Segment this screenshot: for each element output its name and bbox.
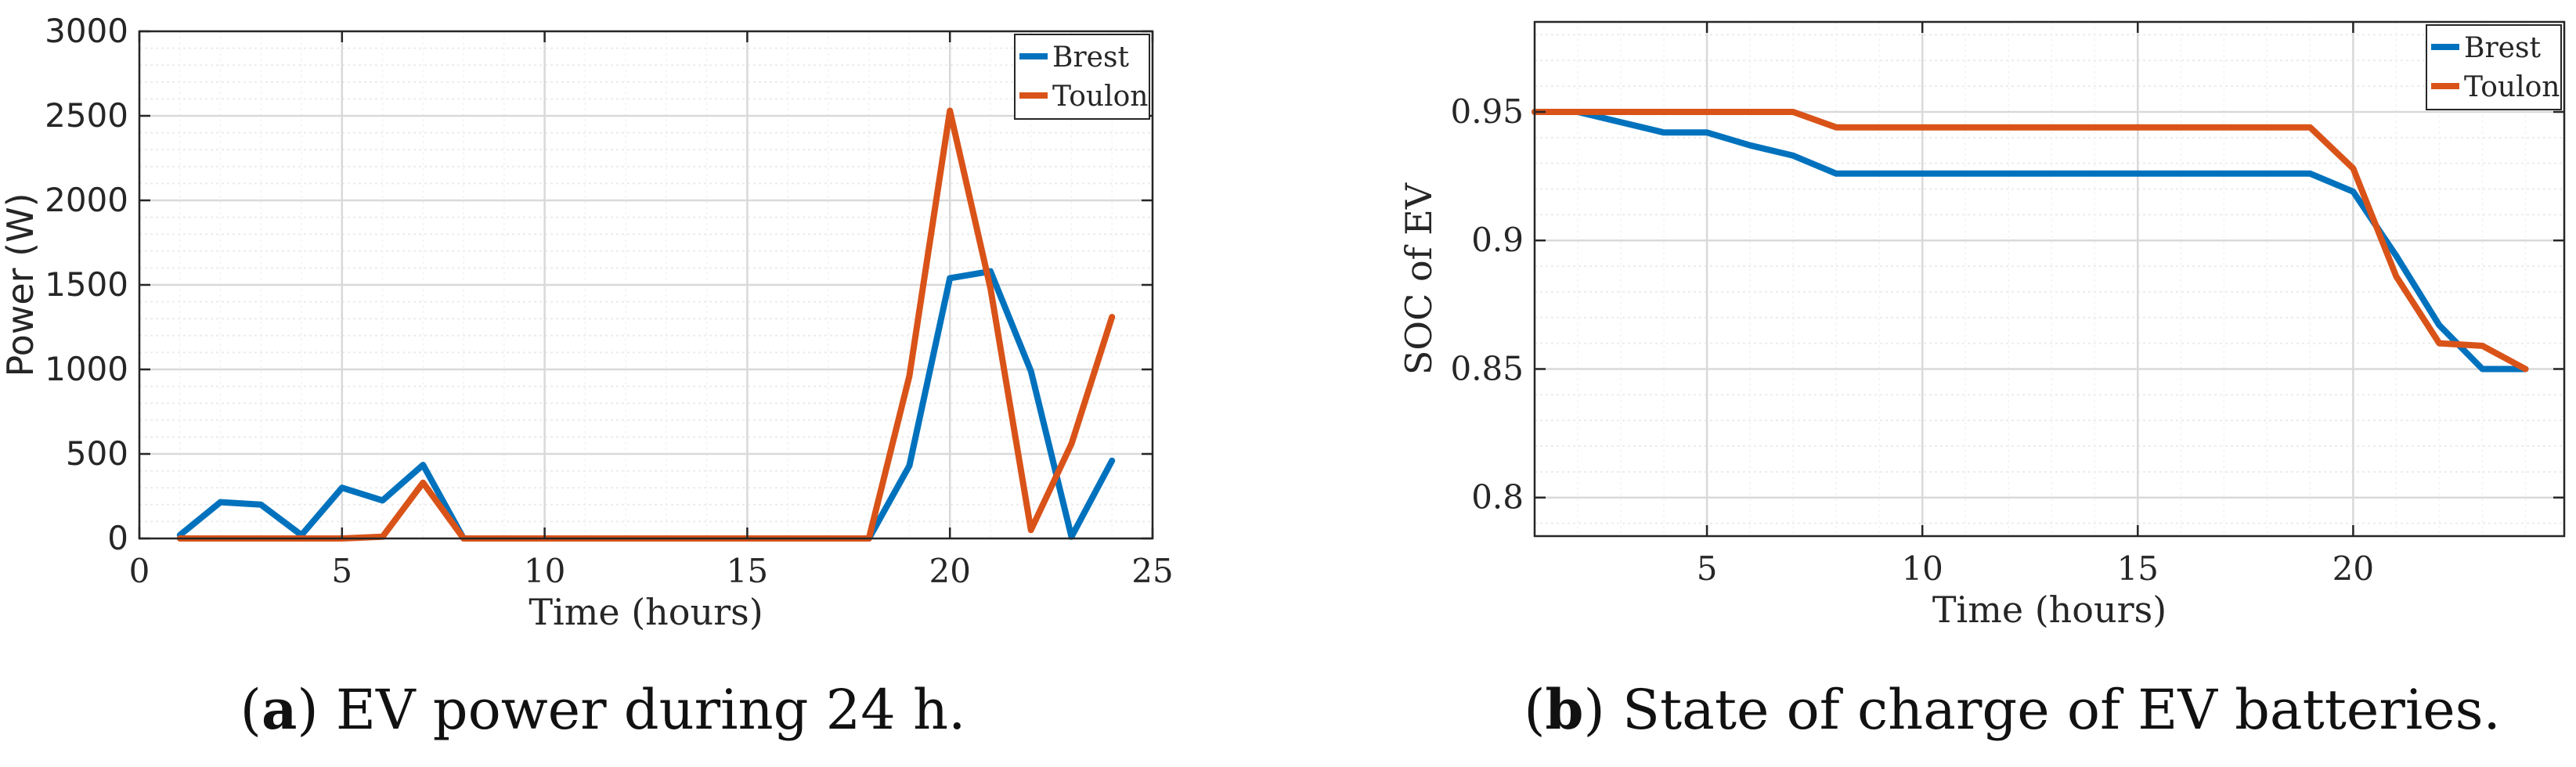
x-tick-label: 15: [2117, 549, 2159, 588]
y-tick-label: 0.9: [1471, 221, 1524, 259]
x-tick-label: 20: [2332, 549, 2374, 588]
y-tick-label: 3000: [45, 12, 128, 50]
chart-ev-soc: 5 10 15 20 0.8 0.85 0.9 0.95 Time (hours) SOC of …: [1398, 20, 2566, 631]
y-tick-label: 0.85: [1450, 349, 1524, 387]
legend-label-toulon: Toulon: [2464, 71, 2560, 103]
caption-a-text: EV power during 24 h.: [318, 678, 966, 742]
y-tick-label: 0: [107, 519, 128, 557]
x-tick-label: 5: [331, 552, 352, 590]
x-axis-label: Time (hours): [1932, 589, 2167, 631]
caption-a-label: a: [261, 677, 298, 742]
caption-b-label: b: [1545, 677, 1584, 742]
legend-box: [2426, 24, 2562, 110]
series-line-toulon: [1532, 109, 2529, 373]
legend-label-toulon: Toulon: [1052, 81, 1148, 113]
y-tick-label: 1000: [45, 350, 128, 388]
axes-frame: [1533, 20, 2566, 538]
legend: Brest Toulon: [1014, 34, 1150, 120]
y-tick-label: 500: [66, 434, 128, 473]
legend-label-brest: Brest: [2464, 32, 2541, 64]
legend: Brest Toulon: [2426, 24, 2562, 110]
y-tick-label: 0.95: [1450, 92, 1524, 131]
y-tick-label: 0.8: [1471, 478, 1524, 517]
x-tick-label: 25: [1131, 552, 1173, 590]
caption-b-text: State of charge of EV batteries.: [1604, 678, 2501, 742]
x-tick-label: 10: [524, 552, 565, 590]
legend-label-brest: Brest: [1052, 41, 1129, 74]
y-tick-label: 2500: [45, 96, 128, 135]
y-axis-label: Power (W): [0, 193, 41, 376]
x-tick-label: 10: [1901, 549, 1943, 588]
caption-b: (b) State of charge of EV batteries.: [1524, 677, 2501, 742]
y-tick-label: 1500: [45, 265, 128, 304]
series-line-brest: [1532, 109, 2529, 373]
x-tick-label: 0: [129, 552, 150, 590]
x-tick-label: 15: [727, 552, 768, 590]
x-tick-label: 20: [929, 552, 970, 590]
y-tick-label: 2000: [45, 181, 128, 219]
caption-a: (a) EV power during 24 h.: [240, 677, 966, 742]
legend-box: [1014, 34, 1150, 120]
chart-ev-power: 0 5 10 15 20 25 0 500 1000 1500 2000 2500 3000 Time (…: [0, 12, 1174, 633]
x-tick-label: 5: [1697, 549, 1718, 588]
y-axis-label: SOC of EV: [1398, 182, 1440, 375]
x-axis-label: Time (hours): [529, 591, 763, 633]
